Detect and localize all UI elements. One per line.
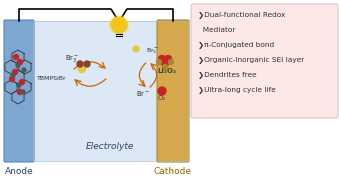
Circle shape (13, 70, 18, 74)
Text: ❯Dendrites free: ❯Dendrites free (198, 72, 257, 79)
FancyBboxPatch shape (191, 4, 338, 118)
Circle shape (109, 15, 129, 35)
Text: TBMPSiBr: TBMPSiBr (37, 77, 67, 81)
Circle shape (14, 54, 19, 60)
Circle shape (9, 77, 15, 81)
Circle shape (161, 60, 168, 67)
Circle shape (164, 56, 172, 63)
Circle shape (21, 90, 25, 94)
Circle shape (84, 61, 90, 67)
Circle shape (157, 60, 161, 64)
Circle shape (168, 60, 174, 64)
Circle shape (159, 56, 165, 63)
Text: Br$_3^-$: Br$_3^-$ (145, 46, 159, 56)
Text: ❯Dual-functional Redox: ❯Dual-functional Redox (198, 12, 285, 19)
Text: Cathode: Cathode (154, 167, 192, 176)
Text: O₂: O₂ (158, 95, 166, 101)
Circle shape (77, 61, 83, 67)
Circle shape (11, 73, 15, 77)
Text: Br$_3^-$: Br$_3^-$ (65, 53, 79, 64)
Circle shape (162, 64, 167, 70)
Bar (33, 21, 188, 161)
Circle shape (79, 66, 85, 73)
FancyBboxPatch shape (157, 20, 189, 162)
Circle shape (18, 60, 22, 64)
Circle shape (20, 80, 24, 84)
Text: ❯Ultra-long cycle life: ❯Ultra-long cycle life (198, 87, 276, 94)
Circle shape (22, 68, 26, 72)
Text: ❯Organic-Inorganic SEI layer: ❯Organic-Inorganic SEI layer (198, 57, 304, 64)
Text: ❯π-Conjugated bond: ❯π-Conjugated bond (198, 42, 274, 49)
Text: Li₂O₂: Li₂O₂ (157, 68, 177, 74)
Circle shape (16, 63, 20, 67)
FancyBboxPatch shape (4, 20, 34, 162)
Text: Mediator: Mediator (198, 27, 235, 33)
Text: Electrolyte: Electrolyte (86, 142, 134, 151)
Circle shape (18, 90, 22, 94)
Circle shape (111, 17, 127, 33)
Text: Anode: Anode (5, 167, 33, 176)
Bar (33, 21, 188, 161)
Circle shape (17, 83, 21, 87)
Text: Br$^-$: Br$^-$ (136, 90, 150, 98)
Circle shape (158, 87, 166, 95)
Circle shape (133, 46, 139, 52)
